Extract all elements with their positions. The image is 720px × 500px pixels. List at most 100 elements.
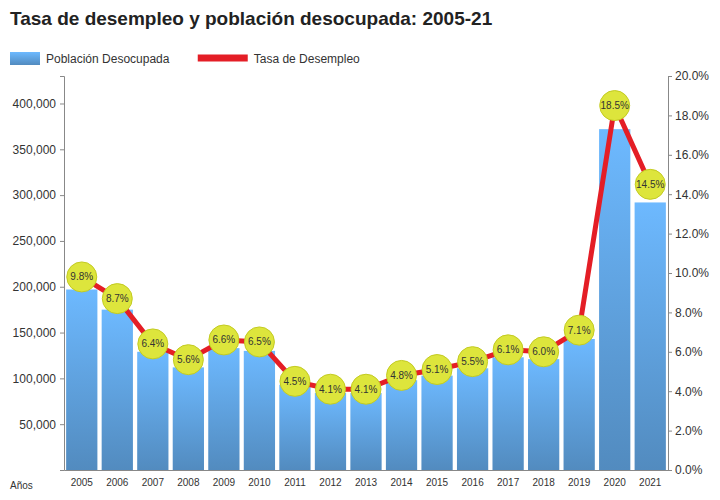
- x-tick-label: 2012: [319, 477, 342, 488]
- y-tick-label: 400,000: [13, 97, 57, 111]
- data-label: 18.5%: [601, 100, 629, 111]
- y2-tick-label: 4.0%: [675, 385, 703, 399]
- data-label-bg: [280, 366, 310, 396]
- bar: [279, 385, 310, 470]
- y2-tick: 0.0%: [668, 463, 703, 477]
- bar: [492, 357, 523, 470]
- y-tick: 200,000: [13, 280, 64, 294]
- bar: [137, 352, 168, 470]
- data-label: 5.1%: [426, 364, 449, 375]
- y2-tick: 2.0%: [668, 424, 703, 438]
- x-tick-label: 2008: [177, 477, 200, 488]
- y2-tick-mark: [668, 194, 672, 195]
- y-axis: 50,000100,000150,000200,000250,000300,00…: [13, 77, 65, 471]
- x-tick: 2020: [604, 477, 627, 488]
- data-label-bg: [564, 315, 594, 345]
- data-label: 6.4%: [141, 338, 164, 349]
- x-tick-label: 2011: [284, 477, 306, 488]
- data-label: 5.6%: [177, 354, 200, 365]
- data-labels: 9.8%8.7%6.4%5.6%6.6%6.5%4.5%4.1%4.1%4.8%…: [67, 91, 665, 405]
- x-tick: 2009: [213, 477, 236, 488]
- bar: [66, 289, 97, 470]
- data-label: 5.5%: [461, 356, 484, 367]
- legend-swatch: [198, 55, 248, 62]
- data-label: 6.5%: [248, 336, 271, 347]
- bar: [386, 380, 417, 470]
- legend-item: Tasa de Desempleo: [198, 52, 360, 66]
- y2-tick-mark: [668, 470, 672, 471]
- x-axis: 2005200620072008200920102011201220132014…: [65, 471, 669, 489]
- y2-tick: 6.0%: [668, 345, 703, 359]
- y2-tick-label: 2.0%: [675, 424, 703, 438]
- legend-label: Población Desocupada: [46, 52, 170, 66]
- y2-axis: 0.0%2.0%4.0%6.0%8.0%10.0%12.0%14.0%16.0%…: [668, 69, 709, 477]
- y-tick-label: 250,000: [13, 234, 57, 248]
- y2-tick-label: 8.0%: [675, 306, 703, 320]
- data-label: 4.5%: [284, 376, 307, 387]
- data-label: 9.8%: [70, 271, 93, 282]
- data-label: 4.8%: [390, 370, 413, 381]
- chart-container: Tasa de desempleo y población desocupada…: [0, 0, 720, 500]
- data-label-bg: [138, 329, 168, 359]
- x-tick-label: 2019: [568, 477, 591, 488]
- y2-tick-label: 20.0%: [675, 69, 709, 83]
- y2-tick-mark: [668, 431, 672, 432]
- data-label-bg: [315, 374, 345, 404]
- line: [82, 106, 650, 390]
- y2-tick-mark: [668, 76, 672, 77]
- x-tick-label: 2020: [604, 477, 627, 488]
- y2-tick-label: 18.0%: [675, 109, 709, 123]
- y-tick-mark: [60, 241, 64, 242]
- data-label-bg: [493, 335, 523, 365]
- data-label-bg: [102, 284, 132, 314]
- data-label-bg: [600, 91, 630, 121]
- data-label-bg: [351, 374, 381, 404]
- x-tick-label: 2018: [533, 477, 556, 488]
- y-tick-mark: [60, 149, 64, 150]
- x-tick: 2019: [568, 477, 591, 488]
- y-tick-label: 150,000: [13, 326, 57, 340]
- y-tick-mark: [60, 378, 64, 379]
- x-tick-label: 2015: [426, 477, 449, 488]
- x-tick: 2011: [284, 477, 306, 488]
- x-tick: 2006: [106, 477, 129, 488]
- x-tick: 2018: [533, 477, 556, 488]
- data-label: 8.7%: [106, 293, 129, 304]
- data-label-bg: [244, 327, 274, 357]
- y2-tick: 18.0%: [668, 109, 709, 123]
- legend-item: Población Desocupada: [10, 52, 170, 66]
- x-tick-label: 2009: [213, 477, 236, 488]
- data-label: 6.1%: [497, 344, 520, 355]
- data-label-bg: [209, 325, 239, 355]
- bar: [457, 368, 488, 470]
- y-tick: 150,000: [13, 326, 64, 340]
- y2-tick: 8.0%: [668, 306, 703, 320]
- y2-tick-label: 10.0%: [675, 266, 709, 280]
- y-tick-mark: [60, 424, 64, 425]
- data-label-bg: [529, 337, 559, 367]
- chart-svg: Tasa de desempleo y población desocupada…: [0, 0, 720, 500]
- data-label: 6.0%: [532, 346, 555, 357]
- y-tick-label: 50,000: [19, 418, 56, 432]
- y2-tick-mark: [668, 352, 672, 353]
- y2-tick: 14.0%: [668, 188, 709, 202]
- x-tick-label: 2014: [390, 477, 413, 488]
- data-label-bg: [422, 355, 452, 385]
- y-tick-label: 100,000: [13, 372, 57, 386]
- data-label-bg: [458, 347, 488, 377]
- legend: Población Desocupada Tasa de Desempleo: [10, 52, 360, 66]
- x-tick-label: 2005: [71, 477, 94, 488]
- bar: [208, 348, 239, 470]
- y2-tick-label: 16.0%: [675, 148, 709, 162]
- y2-tick: 10.0%: [668, 266, 709, 280]
- bar: [635, 202, 666, 470]
- x-tick-label: 2010: [248, 477, 271, 488]
- x-tick: 2021: [639, 477, 662, 488]
- y-tick: 100,000: [13, 372, 64, 386]
- y2-tick-mark: [668, 115, 672, 116]
- x-tick: 2010: [248, 477, 271, 488]
- y2-axis-line: [669, 77, 673, 471]
- x-tick-label: 2017: [497, 477, 520, 488]
- y2-tick-mark: [668, 312, 672, 313]
- bar: [528, 359, 559, 470]
